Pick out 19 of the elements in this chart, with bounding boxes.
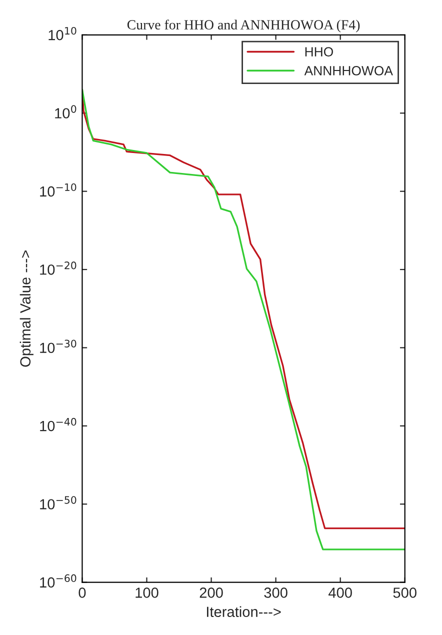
x-tick-label: 0 (78, 588, 86, 598)
x-tick-label: 300 (264, 588, 288, 598)
y-tick-label: 10$^{−60}$ (40, 574, 76, 588)
y-axis-title: Optimal Value ---> (20, 250, 34, 367)
x-tick-label: 200 (200, 588, 223, 598)
y-tick-label: 10$^{−30}$ (40, 340, 76, 354)
legend-label: HHO (305, 47, 333, 56)
x-tick-label: 400 (328, 588, 352, 598)
y-tick-label: 10$^{−40}$ (40, 418, 76, 432)
x-tick-label: 500 (393, 588, 416, 598)
chart-title: Curve for HHO and ANNHHOWOA (F4) (127, 20, 360, 32)
x-axis-title: Iteration---> (207, 606, 281, 618)
x-tick-label: 100 (136, 588, 158, 598)
y-tick-label: 10$^{−20}$ (40, 262, 76, 275)
legend-label: ANNHHOWOA (304, 66, 393, 76)
y-tick-label: 10$^{−10}$ (40, 183, 76, 197)
y-tick-label: 10$^{0}$ (55, 105, 76, 118)
y-tick-label: 10$^{10}$ (48, 26, 76, 40)
y-tick-label: 10$^{−50}$ (40, 496, 76, 510)
